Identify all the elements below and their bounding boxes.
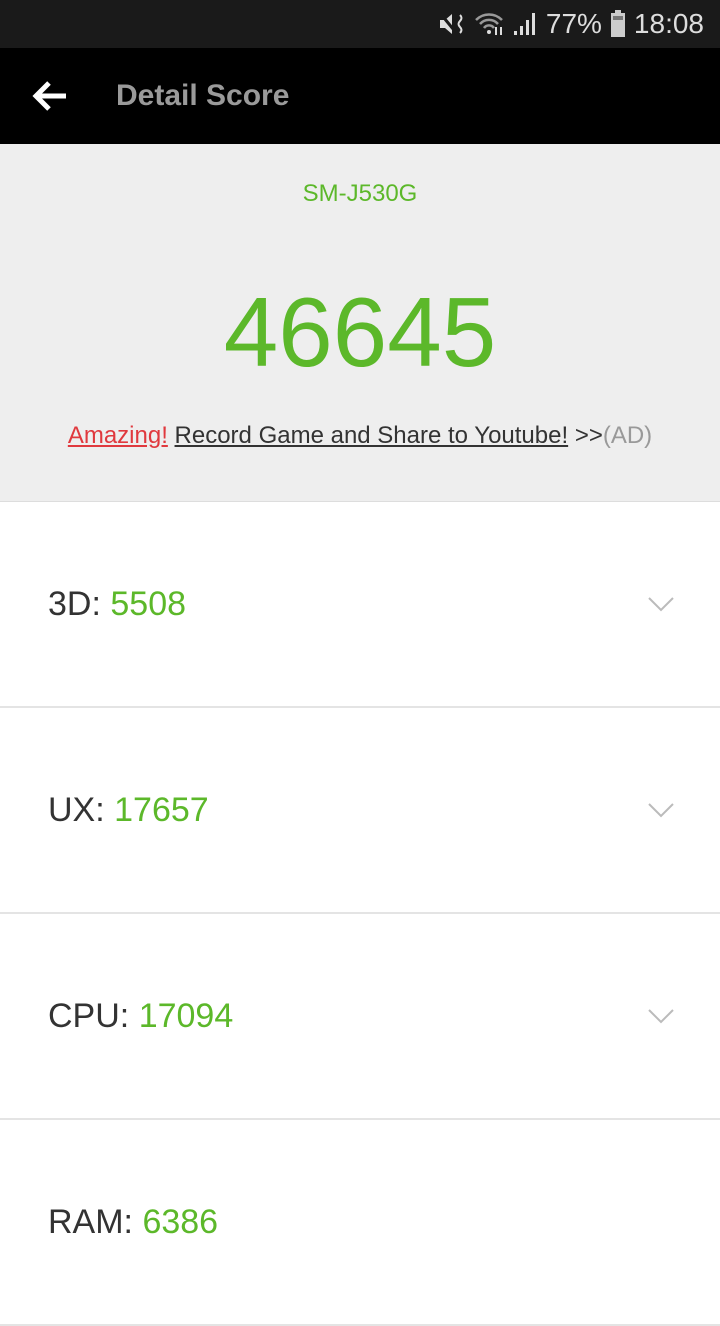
total-score-panel: SM-J530G 46645 Amazing! Record Game and …	[0, 144, 720, 502]
status-bar: 77% 18:08	[0, 0, 720, 48]
score-row[interactable]: CPU: 17094	[0, 914, 720, 1120]
score-label: UX:	[48, 790, 105, 829]
chevron-down-icon[interactable]	[648, 802, 674, 818]
device-model: SM-J530G	[302, 180, 418, 207]
ad-link[interactable]: Record Game and Share to Youtube!	[174, 422, 569, 449]
wifi-icon	[474, 13, 503, 35]
back-button[interactable]	[0, 48, 100, 144]
page-title: Detail Score	[116, 79, 290, 112]
score-row[interactable]: RAM: 6386	[0, 1120, 720, 1326]
ad-tag: (AD)	[602, 422, 653, 449]
chevron-down-icon[interactable]	[648, 596, 674, 612]
mute-icon	[438, 12, 463, 36]
clock: 18:08	[633, 8, 704, 39]
score-row[interactable]: UX: 17657	[0, 708, 720, 914]
score-value: 17094	[138, 996, 234, 1035]
ad-arrows: >>	[574, 422, 603, 449]
battery-icon	[610, 10, 625, 37]
signal-icon	[513, 13, 535, 35]
score-row[interactable]: 3D: 5508	[0, 502, 720, 708]
score-value: 17657	[114, 790, 209, 829]
total-score: 46645	[223, 277, 497, 387]
battery-percent: 77%	[545, 8, 602, 39]
ad-banner[interactable]: Amazing! Record Game and Share to Youtub…	[0, 422, 720, 450]
arrow-left-icon	[32, 81, 66, 111]
ad-highlight[interactable]: Amazing!	[67, 422, 168, 449]
score-label: RAM:	[48, 1202, 133, 1241]
chevron-down-icon[interactable]	[648, 1008, 674, 1024]
score-value: 5508	[110, 584, 187, 623]
score-value: 6386	[142, 1202, 219, 1241]
score-label: CPU:	[48, 996, 130, 1035]
app-bar: Detail Score	[0, 48, 720, 144]
score-label: 3D:	[48, 584, 101, 623]
